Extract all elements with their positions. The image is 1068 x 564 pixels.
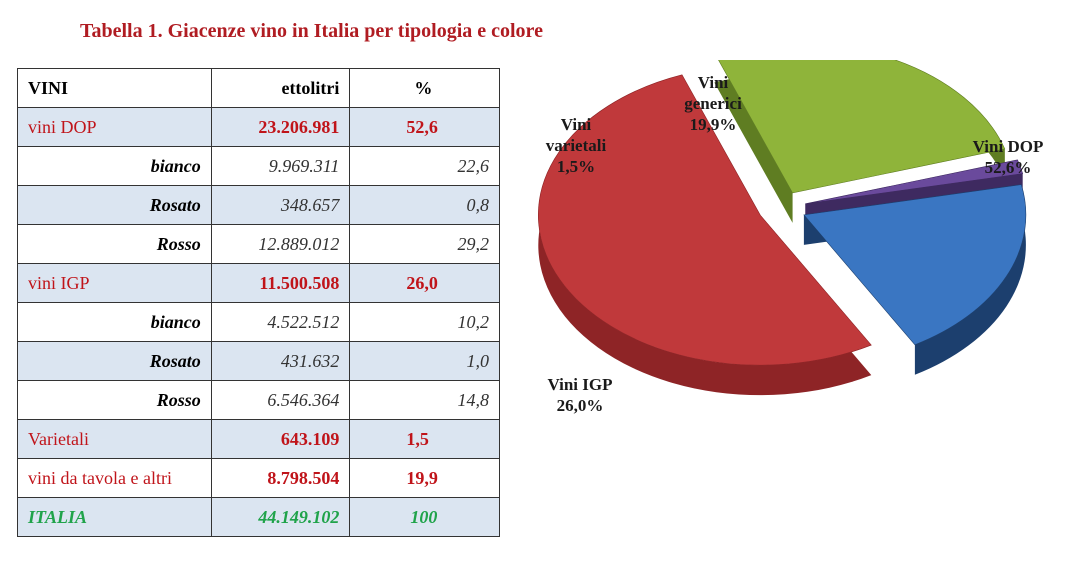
table-row: vini da tavola e altri 8.798.504 19,9 — [17, 458, 500, 498]
row-name: Varietali — [17, 419, 212, 459]
pie-slices — [538, 60, 1027, 396]
row-ettolitri: 431.632 — [210, 341, 351, 381]
row-percent: 19,9 — [349, 458, 500, 498]
table-row: bianco 4.522.512 10,2 — [17, 302, 500, 342]
header-vini: VINI — [17, 68, 212, 108]
row-name: vini da tavola e altri — [17, 458, 212, 498]
row-name: vini IGP — [17, 263, 212, 303]
pie-slice-top — [538, 74, 872, 366]
pie-slice-top — [718, 60, 1006, 194]
row-percent: 0,8 — [349, 185, 500, 225]
pie-slice-top — [805, 159, 1024, 205]
row-ettolitri: 8.798.504 — [210, 458, 351, 498]
row-ettolitri: 348.657 — [210, 185, 351, 225]
row-ettolitri: 643.109 — [210, 419, 351, 459]
table-row: Rosato 348.657 0,8 — [17, 185, 500, 225]
row-name: vini DOP — [17, 107, 212, 147]
pie-label: Vini DOP 52,6% — [973, 137, 1044, 177]
row-percent: 26,0 — [349, 263, 500, 303]
table-row: Rosso 12.889.012 29,2 — [17, 224, 500, 264]
row-name: Rosso — [17, 380, 212, 420]
table-row: vini IGP 11.500.508 26,0 — [17, 263, 500, 303]
header-percent: % — [349, 68, 500, 108]
pie-labels: Vini DOP 52,6% Vini IGP 26,0% Vini varietali 1… — [546, 73, 1044, 415]
pie-slice-top — [803, 184, 1027, 346]
row-percent: 1,0 — [349, 341, 500, 381]
row-percent: 14,8 — [349, 380, 500, 420]
table-row: Varietali 643.109 1,5 — [17, 419, 500, 459]
row-ettolitri: 11.500.508 — [210, 263, 351, 303]
row-ettolitri: 44.149.102 — [210, 497, 351, 537]
row-name: bianco — [17, 146, 212, 186]
row-name: Rosso — [17, 224, 212, 264]
pie-chart: Vini DOP 52,6% Vini IGP 26,0% Vini varietali 1… — [538, 60, 1044, 415]
pie-slice — [714, 60, 1006, 223]
row-name: Rosato — [17, 185, 212, 225]
row-percent: 29,2 — [349, 224, 500, 264]
table-title: Tabella 1. Giacenze vino in Italia per t… — [80, 20, 543, 42]
row-ettolitri: 9.969.311 — [210, 146, 351, 186]
pie-slice — [803, 184, 1027, 375]
table-row: Rosso 6.546.364 14,8 — [17, 380, 500, 420]
header-ettolitri: ettolitri — [210, 68, 351, 108]
table-row: ITALIA 44.149.102 100 — [17, 497, 500, 537]
row-ettolitri: 6.546.364 — [210, 380, 351, 420]
pie-label: Vini IGP 26,0% — [547, 375, 612, 415]
table-header-row: VINI ettolitri % — [17, 68, 500, 108]
pie-label: Vini generici 19,9% — [684, 73, 742, 134]
row-percent: 22,6 — [349, 146, 500, 186]
pie-label: Vini varietali 1,5% — [546, 115, 607, 176]
row-name: bianco — [17, 302, 212, 342]
row-ettolitri: 4.522.512 — [210, 302, 351, 342]
row-percent: 52,6 — [349, 107, 500, 147]
row-percent: 10,2 — [349, 302, 500, 342]
row-ettolitri: 23.206.981 — [210, 107, 351, 147]
pie-slice — [538, 74, 872, 396]
giacenze-table: VINI ettolitri % vini DOP 23.206.981 52,6 b… — [17, 68, 500, 537]
row-name: ITALIA — [17, 497, 212, 537]
pie-slice-side — [538, 74, 872, 396]
row-percent: 1,5 — [349, 419, 500, 459]
row-name: Rosato — [17, 341, 212, 381]
table-row: vini DOP 23.206.981 52,6 — [17, 107, 500, 147]
table-row: bianco 9.969.311 22,6 — [17, 146, 500, 186]
table-row: Rosato 431.632 1,0 — [17, 341, 500, 381]
row-percent: 100 — [349, 497, 500, 537]
row-ettolitri: 12.889.012 — [210, 224, 351, 264]
